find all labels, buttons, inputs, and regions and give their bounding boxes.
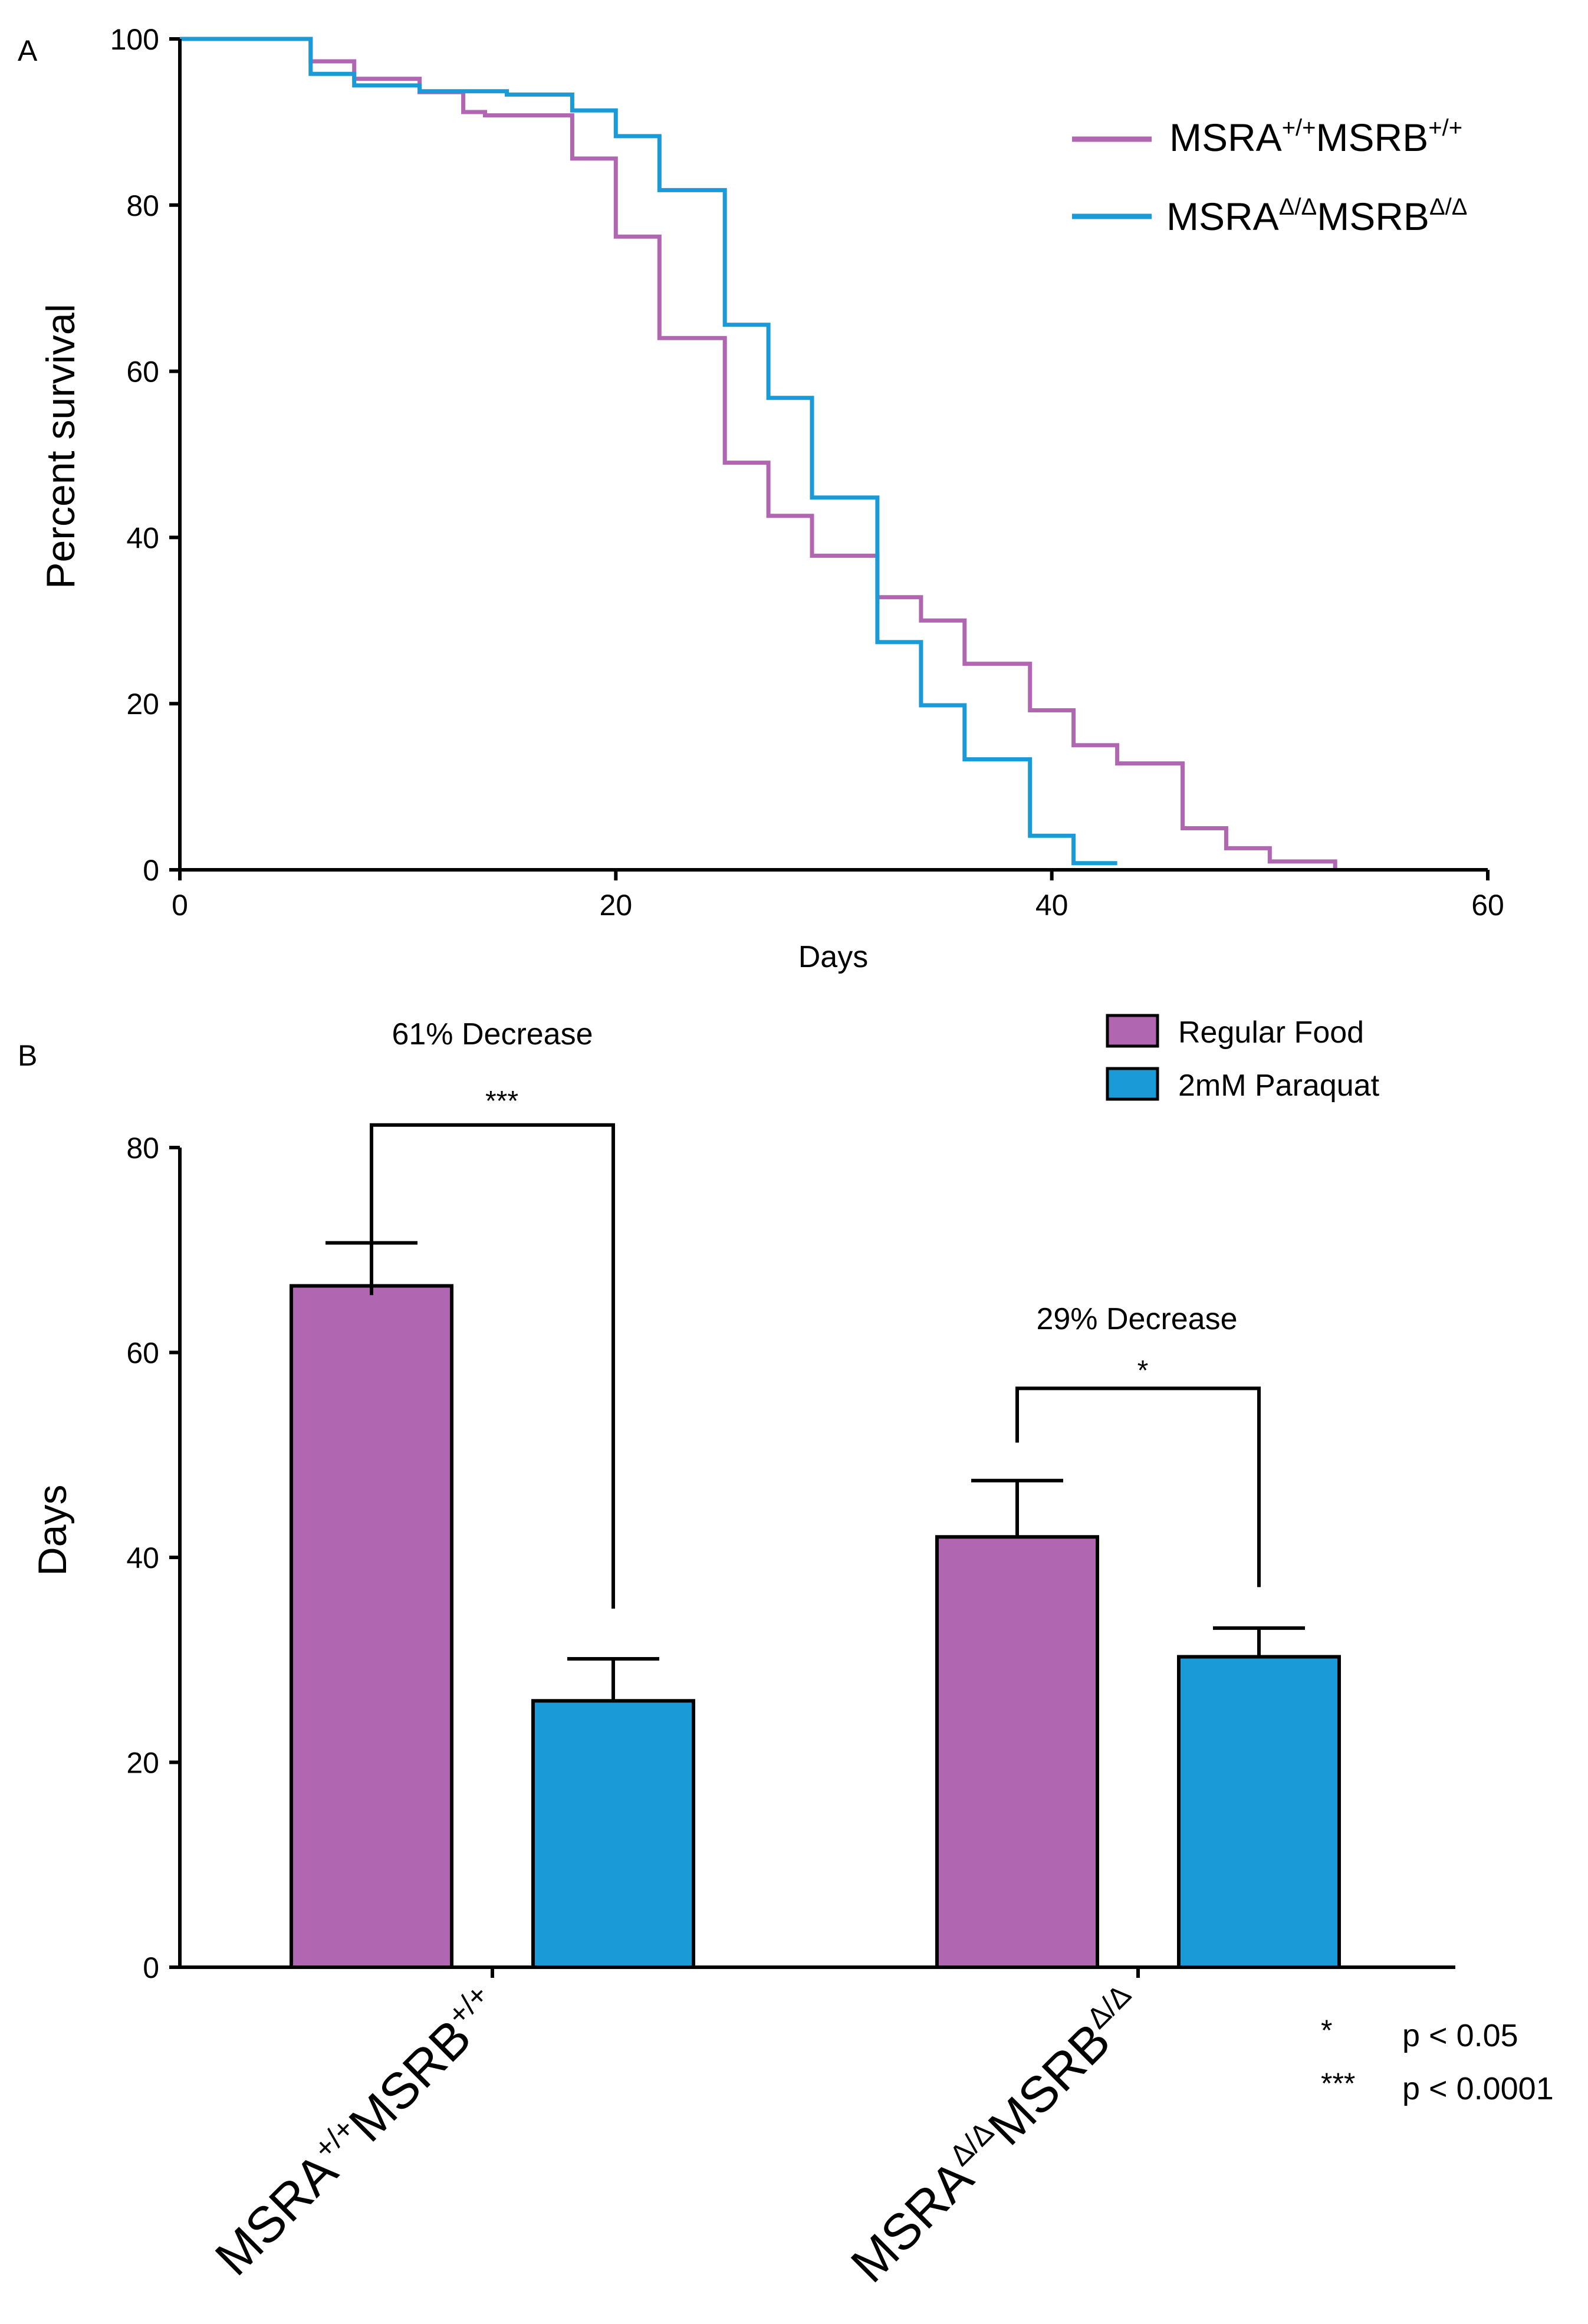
a-legend-label-knockout: MSRAΔ/ΔMSRBΔ/Δ [1166,194,1468,238]
b-bar-s0-g1 [935,1535,1099,1969]
b-bracket-1 [1015,1386,1261,1587]
b-cat0-msra: MSRA [205,2142,348,2286]
a-legend-wt-msra-sup: +/+ [1282,115,1316,141]
a-x-tick-label-1: 20 [600,889,633,922]
b-annotation-title-1: 29% Decrease [1036,1302,1237,1336]
b-cat1-msra: MSRA [840,2149,984,2293]
b-legend-swatch-regular-food [1106,1014,1159,1048]
b-annotation-stars-0: *** [485,1086,518,1117]
a-legend-wt-msrb-sup: +/+ [1428,115,1462,141]
a-x-axis: 0 20 40 60 [172,870,1504,922]
a-y-tick-label-1: 20 [126,688,159,721]
a-y-tick-label-0: 0 [143,854,159,887]
b-legend: Regular Food 2mM Paraquat [1106,1014,1380,1103]
b-key-text-0: p < 0.05 [1402,2018,1518,2053]
a-legend-ko-msrb-sup: Δ/Δ [1429,194,1468,220]
panel-b: B 0 20 40 60 80 Days 61% Decrease *** 29% De… [18,1014,1554,2293]
a-legend-ko-msrb: MSRB [1317,195,1429,238]
a-legend-wt-msrb: MSRB [1316,116,1429,159]
b-y-axis: 0 20 40 60 80 [126,1132,180,1984]
a-legend-label-wildtype: MSRA+/+MSRB+/+ [1169,115,1462,159]
a-x-axis-title: Days [798,940,868,974]
b-bars [290,1241,1341,1970]
b-bar-s1-g1 [1177,1655,1341,1970]
b-y-axis-title: Days [30,1485,75,1576]
a-legend-ko-msra-sup: Δ/Δ [1279,194,1317,220]
b-key-text-1: p < 0.0001 [1402,2071,1554,2106]
b-annotation-stars-1: * [1137,1355,1149,1386]
b-bar-s0-g0 [290,1284,453,1969]
b-legend-swatch-paraquat [1106,1067,1159,1101]
panel-b-label: B [18,1039,37,1072]
a-legend: MSRA+/+MSRB+/+ MSRAΔ/ΔMSRBΔ/Δ [1072,115,1468,238]
b-y-tick-label-3: 60 [126,1337,159,1370]
a-legend-wt-msra: MSRA [1169,116,1282,159]
a-x-tick-label-2: 40 [1035,889,1068,922]
b-annotation-title-0: 61% Decrease [392,1017,593,1051]
b-significance-brackets [370,1123,1261,1609]
a-y-tick-label-5: 100 [110,23,159,56]
a-legend-ko-msra: MSRA [1166,195,1279,238]
b-key-symbol-1: *** [1321,2067,1355,2100]
a-y-tick-label-2: 40 [126,521,159,554]
b-significance-key: * p < 0.05 *** p < 0.0001 [1321,2014,1554,2106]
b-key-symbol-0: * [1321,2014,1332,2047]
a-y-axis: 0 20 40 60 80 100 [110,23,180,887]
b-bar-s1-g0 [531,1699,695,1969]
a-x-tick-label-0: 0 [172,889,188,922]
b-y-tick-label-0: 0 [143,1951,159,1984]
b-category-label-knockout: MSRAΔ/ΔMSRBΔ/Δ [840,1978,1155,2293]
a-y-axis-title: Percent survival [38,304,83,589]
panel-a-label: A [18,34,38,67]
b-y-tick-label-2: 40 [126,1541,159,1574]
a-y-tick-label-3: 60 [126,356,159,389]
b-bracket-0 [370,1123,615,1609]
b-legend-label-paraquat: 2mM Paraquat [1178,1069,1380,1103]
a-x-tick-label-3: 60 [1471,889,1504,922]
a-y-tick-label-4: 80 [126,189,159,222]
b-y-tick-label-1: 20 [126,1747,159,1780]
b-category-label-wildtype: MSRA+/+MSRB+/+ [204,1978,512,2286]
a-survival-curve-wildtype [180,37,1337,870]
b-y-tick-label-4: 80 [126,1132,159,1165]
b-legend-label-regular-food: Regular Food [1178,1015,1364,1050]
b-cat0-msrb: MSRB [338,2009,482,2153]
b-cat1-msrb: MSRB [978,2013,1122,2157]
a-survival-curve-knockout [180,37,1117,866]
